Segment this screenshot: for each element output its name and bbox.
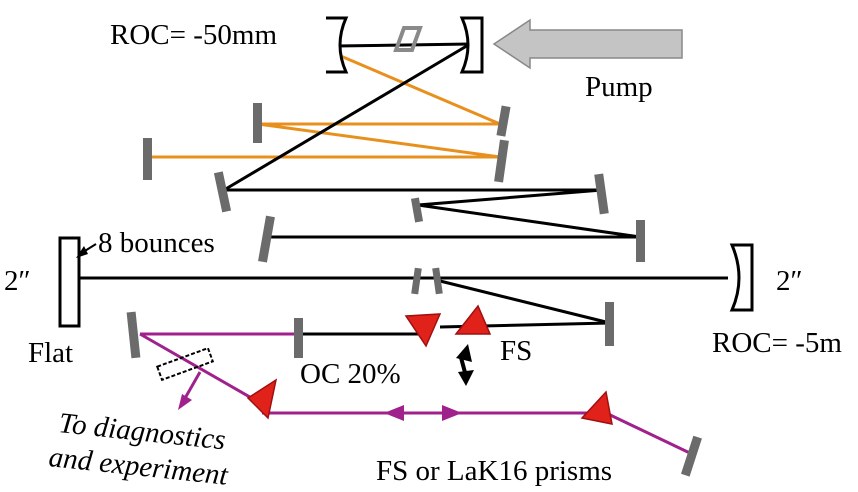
pump-beam-path xyxy=(148,52,501,159)
roc-top-label: ROC= -50mm xyxy=(110,19,277,51)
mirror-mid-small xyxy=(410,197,424,223)
mirror-left-3 xyxy=(258,215,275,263)
pump-arrow-icon xyxy=(492,18,683,70)
mirror-notch-2 xyxy=(432,267,443,295)
gain-crystal xyxy=(393,26,423,52)
pickoff-window xyxy=(155,346,215,382)
fs-translation-arrow xyxy=(456,344,474,386)
cavity-prism-left xyxy=(404,313,442,348)
mirror-upper-right-1 xyxy=(496,105,511,137)
fs-label: FS xyxy=(500,335,532,367)
mirror-right-3 xyxy=(636,220,645,262)
prism-translation-arrow xyxy=(384,405,462,421)
prisms-label: FS or LaK16 prisms xyxy=(376,455,612,487)
output-beam-path xyxy=(139,332,695,457)
bounces-pointer-head xyxy=(76,246,88,258)
diagnostics-arrow-head xyxy=(178,394,192,410)
roc-right-label: ROC= -5m xyxy=(712,327,842,359)
two-inch-left-label: 2″ xyxy=(4,265,31,297)
output-prism-left xyxy=(246,378,278,420)
two-inch-right-label: 2″ xyxy=(776,265,803,297)
flat-label: Flat xyxy=(28,337,73,369)
mirror-mid-left xyxy=(213,171,232,213)
end-mirror-bottom xyxy=(681,435,702,477)
cavity-prism-right xyxy=(454,304,492,335)
mirror-lower-right xyxy=(605,302,614,346)
pump-label: Pump xyxy=(585,71,653,103)
mirror-left-2 xyxy=(143,138,152,180)
prisms xyxy=(246,304,613,425)
output-coupler xyxy=(294,318,303,358)
eight-bounces-label: 8 bounces xyxy=(98,227,215,259)
cavity-beam-path xyxy=(72,42,728,336)
flat-mirror-2inch xyxy=(58,236,81,328)
mirror-notch-1 xyxy=(411,267,422,295)
curved-mirror-right xyxy=(459,16,484,74)
output-prism-right xyxy=(580,390,613,425)
fold-mirrors xyxy=(126,103,702,477)
mirror-mid-right xyxy=(594,173,609,215)
curved-mirror-2inch xyxy=(729,243,754,312)
mirror-upper-1 xyxy=(253,103,262,143)
curved-mirror-left xyxy=(326,16,349,74)
oc-label: OC 20% xyxy=(300,358,401,390)
mirror-output-left xyxy=(126,311,141,359)
mirror-upper-right-2 xyxy=(494,139,509,183)
